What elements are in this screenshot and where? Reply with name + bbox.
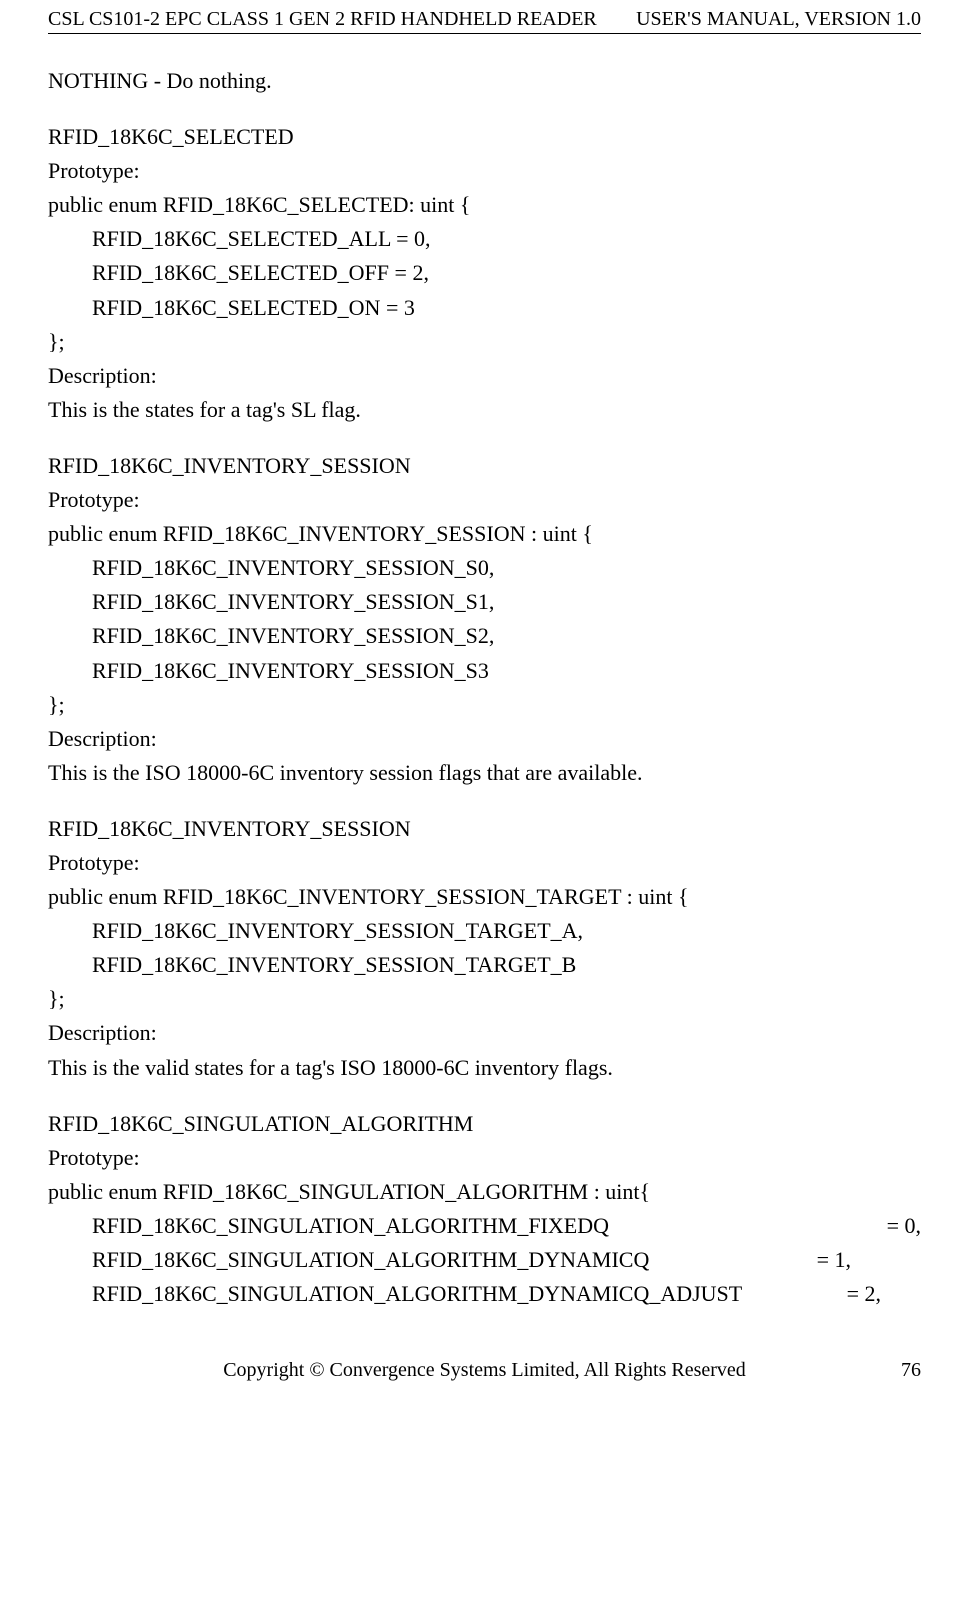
enum-member: RFID_18K6C_SELECTED_ALL = 0, (48, 222, 921, 256)
enum-member-row: RFID_18K6C_SINGULATION_ALGORITHM_DYNAMIC… (48, 1277, 921, 1311)
prototype-label: Prototype: (48, 154, 921, 188)
enum-close: }; (48, 982, 921, 1016)
description-text: This is the valid states for a tag's ISO… (48, 1051, 921, 1085)
enum-member-value: = 2, (847, 1277, 881, 1311)
enum-member: RFID_18K6C_INVENTORY_SESSION_S0, (48, 551, 921, 585)
enum-close: }; (48, 688, 921, 722)
description-text: This is the states for a tag's SL flag. (48, 393, 921, 427)
line-nothing: NOTHING - Do nothing. (48, 64, 921, 98)
enum-member-name: RFID_18K6C_SINGULATION_ALGORITHM_FIXEDQ (92, 1209, 609, 1243)
prototype-label: Prototype: (48, 846, 921, 880)
section-title: RFID_18K6C_INVENTORY_SESSION (48, 812, 921, 846)
page-footer: Copyright © Convergence Systems Limited,… (48, 1359, 921, 1382)
header-right: USER'S MANUAL, VERSION 1.0 (636, 8, 921, 31)
footer-copyright: Copyright © Convergence Systems Limited,… (48, 1359, 921, 1382)
description-label: Description: (48, 359, 921, 393)
enum-member: RFID_18K6C_SELECTED_ON = 3 (48, 291, 921, 325)
description-label: Description: (48, 722, 921, 756)
enum-member: RFID_18K6C_INVENTORY_SESSION_S1, (48, 585, 921, 619)
enum-declaration: public enum RFID_18K6C_SELECTED: uint { (48, 188, 921, 222)
enum-member: RFID_18K6C_INVENTORY_SESSION_TARGET_B (48, 948, 921, 982)
enum-member-name: RFID_18K6C_SINGULATION_ALGORITHM_DYNAMIC… (92, 1277, 742, 1311)
page-header: CSL CS101-2 EPC CLASS 1 GEN 2 RFID HANDH… (48, 0, 921, 34)
enum-member-value: = 0, (887, 1209, 921, 1243)
header-left: CSL CS101-2 EPC CLASS 1 GEN 2 RFID HANDH… (48, 8, 597, 31)
enum-member: RFID_18K6C_INVENTORY_SESSION_TARGET_A, (48, 914, 921, 948)
section-title: RFID_18K6C_INVENTORY_SESSION (48, 449, 921, 483)
enum-member: RFID_18K6C_INVENTORY_SESSION_S2, (48, 619, 921, 653)
enum-declaration: public enum RFID_18K6C_SINGULATION_ALGOR… (48, 1175, 921, 1209)
section-title: RFID_18K6C_SELECTED (48, 120, 921, 154)
footer-page-number: 76 (901, 1359, 921, 1382)
enum-close: }; (48, 325, 921, 359)
description-text: This is the ISO 18000-6C inventory sessi… (48, 756, 921, 790)
enum-declaration: public enum RFID_18K6C_INVENTORY_SESSION… (48, 517, 921, 551)
enum-member-row: RFID_18K6C_SINGULATION_ALGORITHM_FIXEDQ … (48, 1209, 921, 1243)
prototype-label: Prototype: (48, 1141, 921, 1175)
enum-member: RFID_18K6C_SELECTED_OFF = 2, (48, 256, 921, 290)
enum-member: RFID_18K6C_INVENTORY_SESSION_S3 (48, 654, 921, 688)
description-label: Description: (48, 1016, 921, 1050)
enum-member-row: RFID_18K6C_SINGULATION_ALGORITHM_DYNAMIC… (48, 1243, 921, 1277)
enum-member-value: = 1, (817, 1243, 851, 1277)
enum-member-name: RFID_18K6C_SINGULATION_ALGORITHM_DYNAMIC… (92, 1243, 649, 1277)
enum-declaration: public enum RFID_18K6C_INVENTORY_SESSION… (48, 880, 921, 914)
document-body: NOTHING - Do nothing. RFID_18K6C_SELECTE… (48, 64, 921, 1311)
prototype-label: Prototype: (48, 483, 921, 517)
section-title: RFID_18K6C_SINGULATION_ALGORITHM (48, 1107, 921, 1141)
